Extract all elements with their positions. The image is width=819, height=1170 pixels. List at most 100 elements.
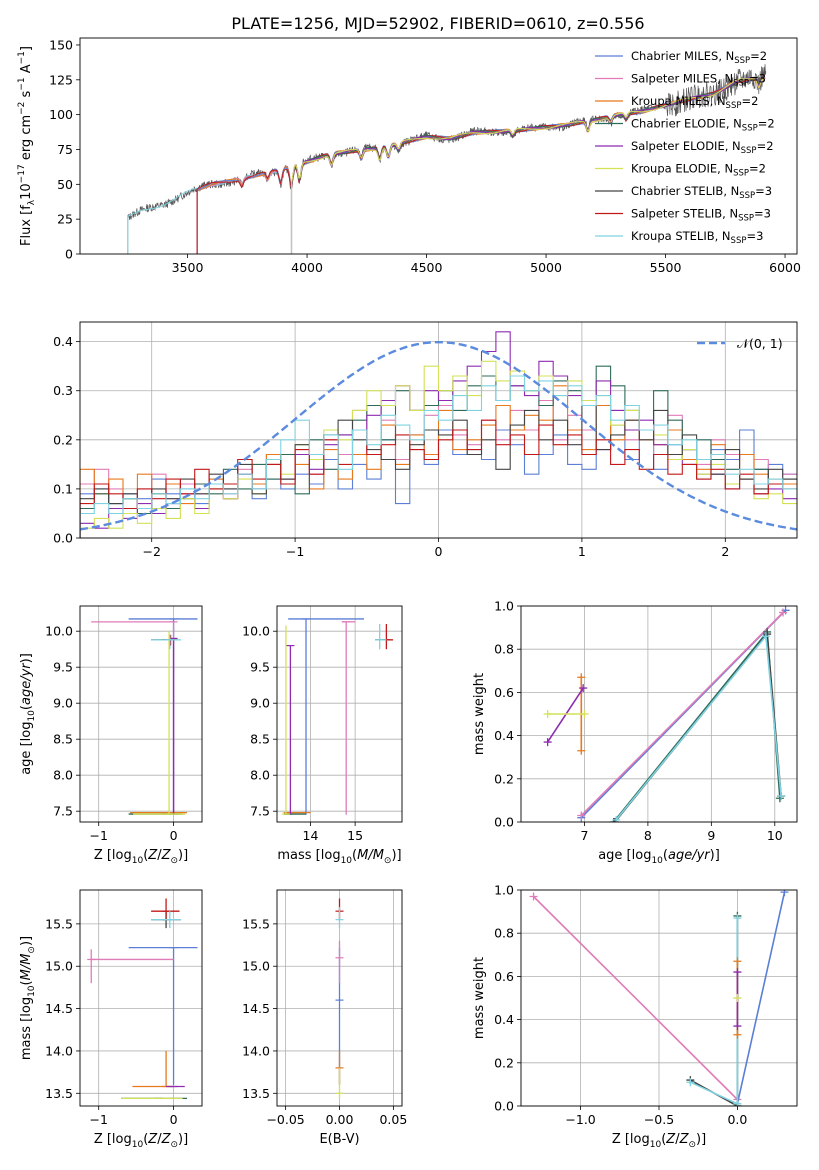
legend-label: Kroupa STELIB, NSSP=3 xyxy=(631,229,763,246)
point-marker xyxy=(733,914,742,923)
data-point xyxy=(151,634,182,650)
age_vs_z-xtick-label: −1 xyxy=(89,828,107,843)
point-marker xyxy=(733,994,742,1002)
mass_vs_ebv-ytick-label: 14.5 xyxy=(242,1001,270,1016)
residuals-xtick-label: 1 xyxy=(578,544,586,559)
legend-label: Salpeter ELODIE, NSSP=2 xyxy=(631,139,774,156)
spectrum-ytick-label: 100 xyxy=(49,107,73,122)
point-marker xyxy=(733,1030,742,1039)
mass_vs_z-ytick-label: 14.5 xyxy=(45,1001,73,1016)
point-marker xyxy=(577,746,586,755)
weight_vs_age-xtick-label: 9 xyxy=(707,828,715,843)
mass_vs_ebv-xtick-label: 0.00 xyxy=(326,1112,354,1127)
age_vs_mass-ytick-label: 8.0 xyxy=(250,768,270,783)
point-marker xyxy=(733,968,742,977)
age_vs_z-grid xyxy=(80,606,202,822)
mass_vs_ebv-xtick-label: 0.05 xyxy=(379,1112,407,1127)
point-marker xyxy=(780,890,789,897)
weight_vs_z-ytick-label: 0.6 xyxy=(494,969,514,984)
residuals-ytick-label: 0.0 xyxy=(53,531,73,546)
weight_vs_z-ytick-label: 1.0 xyxy=(494,883,514,898)
age_vs_mass-ytick-label: 10.0 xyxy=(242,624,270,639)
weight_vs_age-xtick-label: 10 xyxy=(767,828,783,843)
point-marker xyxy=(529,892,538,901)
data-point xyxy=(379,624,394,650)
point-marker xyxy=(733,1099,742,1106)
mass_vs_ebv-frame xyxy=(276,889,403,1107)
age_vs_z-xtick-label: 0 xyxy=(170,828,178,843)
spectrum-plot-area xyxy=(127,64,767,254)
point-marker xyxy=(577,673,586,682)
weight_vs_z-xtick-label: 0.0 xyxy=(727,1112,747,1127)
weight_vs_z-frame xyxy=(520,889,798,1107)
y-axis-label: age [log10(age/yr)] xyxy=(19,653,37,775)
x-axis-label: mass [log10(M/M⊙)] xyxy=(277,848,401,866)
residuals-ytick-label: 0.3 xyxy=(53,383,73,398)
data-point xyxy=(133,631,186,815)
chart-age_vs_mass: 14 15 7.5 8.0 8.5 9.0 9.5 10.0 mass [log10(M/M⊙)… xyxy=(242,605,403,866)
age_vs_z-ytick-label: 8.5 xyxy=(53,732,73,747)
chart-residuals: −2 −1 0 1 2 0.0 0.1 0.2 0.3 0.4 𝒩(0, 1) xyxy=(53,321,798,559)
weight_vs_z-grid xyxy=(521,889,797,1107)
x-axis-label: age [log10(age/yr)] xyxy=(598,848,720,866)
mass_vs_z-xtick-label: −1 xyxy=(89,1112,107,1127)
point-marker xyxy=(577,811,586,820)
legend-label: Chabrier STELIB, NSSP=3 xyxy=(631,184,772,201)
histogram-kroupa-elodie xyxy=(80,360,797,538)
data-point xyxy=(128,946,198,1085)
weight_vs_z-xtick-label: −0.5 xyxy=(644,1112,674,1127)
age_vs_mass-ytick-label: 8.5 xyxy=(250,732,270,747)
age_vs_mass-xtick-label: 15 xyxy=(347,828,363,843)
age_vs_mass-plot-area xyxy=(281,618,394,815)
legend-label: Kroupa MILES, NSSP=2 xyxy=(631,94,758,111)
spectrum-ytick-label: 50 xyxy=(57,177,73,192)
point-marker xyxy=(543,738,552,747)
data-point xyxy=(288,618,365,815)
mass_vs_z-plot-area xyxy=(87,898,198,1100)
histogram-kroupa-stelib xyxy=(80,375,797,538)
point-marker xyxy=(612,815,621,822)
age_vs_z-frame xyxy=(79,605,203,823)
legend-label: 𝒩(0, 1) xyxy=(737,336,783,351)
age_vs_z-plot-area xyxy=(91,618,198,815)
data-point xyxy=(375,624,387,650)
y-axis-label: Flux [fλ10−17 erg cm−2 s−1 A−1] xyxy=(17,46,37,246)
data-point xyxy=(128,618,198,815)
figure-title: PLATE=1256, MJD=52902, FIBERID=0610, z=0… xyxy=(231,14,644,33)
residuals-xtick-label: 0 xyxy=(435,544,443,559)
age_vs_mass-frame xyxy=(276,605,403,823)
data-point xyxy=(286,644,295,815)
weight-line-kroupa-stelib xyxy=(690,1081,738,1105)
mass_vs_z-ytick-label: 15.0 xyxy=(45,959,73,974)
spectrum-xtick-label: 4500 xyxy=(411,260,443,275)
age_vs_z-ytick-label: 7.5 xyxy=(53,804,73,819)
weight_vs_age-xtick-label: 8 xyxy=(644,828,652,843)
age_vs_z-ytick-label: 8.0 xyxy=(53,768,73,783)
residuals-plot-area xyxy=(80,331,797,538)
residuals-frame xyxy=(79,321,798,539)
legend-label: Chabrier ELODIE, NSSP=2 xyxy=(631,117,775,134)
weight_vs_age-plot-area xyxy=(543,606,790,822)
spectrum-xtick-label: 5000 xyxy=(530,260,562,275)
weight-line-chabrier-stelib xyxy=(614,632,782,822)
data-point xyxy=(335,906,344,929)
weight-line-salpeter-miles xyxy=(532,895,738,1101)
residuals-ytick-label: 0.1 xyxy=(53,481,73,496)
spectrum-frame xyxy=(79,37,798,255)
point-marker xyxy=(779,608,788,617)
y-axis-label: mass weight xyxy=(472,957,487,1039)
data-point xyxy=(335,940,344,984)
data-point xyxy=(87,949,174,984)
legend-label: Chabrier MILES, NSSP=2 xyxy=(631,49,767,66)
weight_vs_age-ytick-label: 1.0 xyxy=(494,599,514,614)
weight_vs_z-ytick-label: 0.0 xyxy=(494,1099,514,1114)
weight_vs_z-ytick-label: 0.8 xyxy=(494,926,514,941)
y-axis-label: mass weight xyxy=(472,673,487,755)
weight_vs_age-ytick-label: 0.6 xyxy=(494,685,514,700)
chart-mass_vs_ebv: −0.05 0.00 0.05 13.5 14.0 14.5 15.0 15.5 E(B-V) xyxy=(242,889,407,1147)
chart-age_vs_z: −1 0 7.5 8.0 8.5 9.0 9.5 10.0 Z [log10(Z/Z⊙)] age… xyxy=(19,605,203,866)
mass_vs_ebv-ytick-label: 13.5 xyxy=(242,1086,270,1101)
data-point xyxy=(341,621,356,815)
weight-line-chabrier-miles xyxy=(736,892,786,1104)
